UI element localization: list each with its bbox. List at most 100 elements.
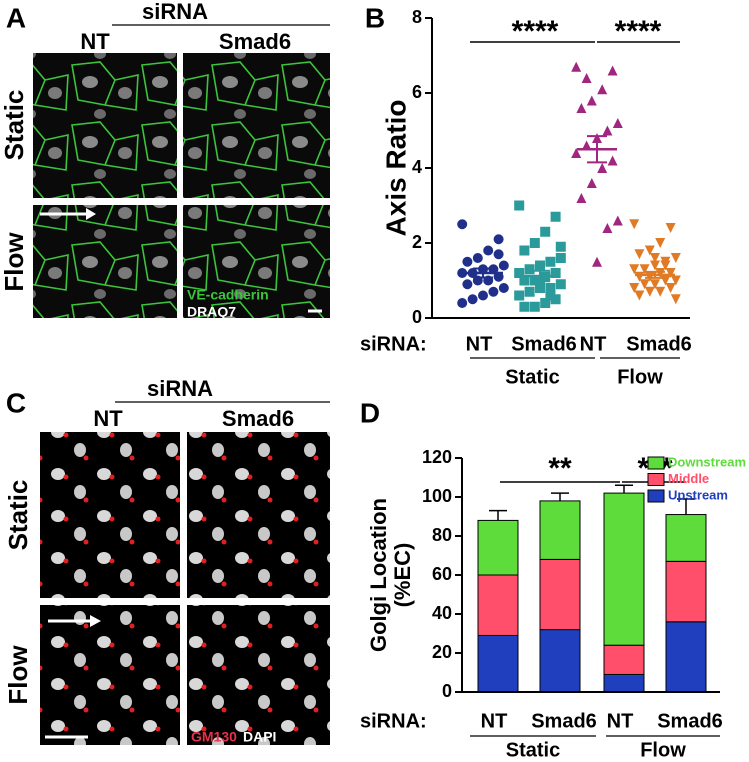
row-label: Flow xyxy=(0,232,29,292)
point xyxy=(540,298,551,308)
bar-segment xyxy=(665,514,707,562)
point xyxy=(629,219,640,230)
point xyxy=(457,298,468,308)
point xyxy=(493,234,504,245)
error-bar xyxy=(473,267,493,279)
y-tick-label: 4 xyxy=(412,157,422,177)
point xyxy=(529,238,540,248)
point xyxy=(576,193,587,203)
micrograph xyxy=(33,53,177,198)
bar-segment xyxy=(603,673,645,693)
error-bar xyxy=(551,492,569,501)
error-bar xyxy=(677,498,695,515)
point xyxy=(655,286,666,297)
point xyxy=(592,256,602,267)
axis-prefix: siRNA: xyxy=(360,333,427,355)
error-bar xyxy=(615,484,633,494)
group-label: Flow xyxy=(617,366,663,388)
point xyxy=(629,283,640,293)
point xyxy=(514,200,525,211)
panel-a xyxy=(33,53,330,318)
point xyxy=(607,65,618,76)
point xyxy=(540,226,551,237)
legend-label: Downstream xyxy=(668,454,746,469)
error-bar xyxy=(530,269,550,283)
column-label: NT xyxy=(80,29,110,54)
point xyxy=(498,283,509,293)
row-label: Static xyxy=(3,480,33,551)
point xyxy=(555,241,566,252)
y-axis-label: Golgi Location xyxy=(366,498,391,652)
bar-segment xyxy=(665,560,707,623)
error-bar xyxy=(645,270,665,279)
point xyxy=(655,238,666,248)
point xyxy=(535,260,545,271)
point xyxy=(634,249,645,260)
point xyxy=(529,301,540,312)
point xyxy=(550,294,561,305)
stain-label: DAPI xyxy=(243,729,276,745)
point xyxy=(665,283,676,293)
point xyxy=(472,253,483,263)
point xyxy=(535,279,545,290)
point xyxy=(655,268,666,278)
point xyxy=(524,264,535,275)
point xyxy=(650,253,660,263)
legend-swatch xyxy=(647,473,665,486)
point xyxy=(555,253,566,263)
bar-segment xyxy=(603,644,645,675)
point xyxy=(597,84,608,95)
point xyxy=(612,118,623,128)
significance-label: **** xyxy=(615,15,662,48)
stain-label: GM130 xyxy=(191,729,237,745)
point xyxy=(644,245,655,256)
micrograph xyxy=(183,205,330,318)
legend-label: Upstream xyxy=(668,487,728,502)
x-tick-label: NT xyxy=(607,710,634,732)
point xyxy=(665,268,676,278)
flow-arrowhead xyxy=(86,208,96,220)
bar-segment xyxy=(539,558,581,631)
point xyxy=(670,253,681,263)
point xyxy=(488,286,499,297)
column-label: Smad6 xyxy=(219,29,291,54)
column-label: Smad6 xyxy=(222,406,294,431)
micrograph xyxy=(40,432,180,598)
x-tick-label: NT xyxy=(580,333,607,355)
point xyxy=(629,264,640,275)
point xyxy=(612,215,623,226)
point xyxy=(650,260,660,271)
micrograph xyxy=(183,53,330,198)
y-tick-label: 2 xyxy=(412,232,422,252)
y-axis-label: (%EC) xyxy=(390,543,415,608)
group-label: Flow xyxy=(640,739,686,761)
legend-label: Middle xyxy=(668,471,709,486)
row-label: Flow xyxy=(3,645,33,705)
bar-segment xyxy=(477,634,519,693)
y-tick-label: 40 xyxy=(432,603,452,623)
stain-label: VE-cadherin xyxy=(187,287,269,303)
point xyxy=(660,260,671,271)
x-tick-label: Smad6 xyxy=(531,710,597,732)
significance-label: ** xyxy=(548,452,572,485)
micrograph xyxy=(40,605,180,745)
point xyxy=(670,294,681,305)
error-bar xyxy=(587,135,607,164)
x-tick-label: Smad6 xyxy=(657,710,723,732)
bar-segment xyxy=(539,629,581,693)
point xyxy=(550,211,561,222)
row-label: Static xyxy=(0,90,29,161)
micrograph xyxy=(187,432,330,598)
panel-c xyxy=(40,432,330,745)
point xyxy=(644,286,655,297)
y-tick-label: 100 xyxy=(422,486,452,506)
point xyxy=(462,279,473,290)
y-tick-label: 80 xyxy=(432,525,452,545)
point xyxy=(498,260,509,271)
group-label: Static xyxy=(506,739,560,761)
point xyxy=(524,286,535,297)
siRNA-header: siRNA xyxy=(147,376,213,401)
bar-segment xyxy=(477,519,519,576)
